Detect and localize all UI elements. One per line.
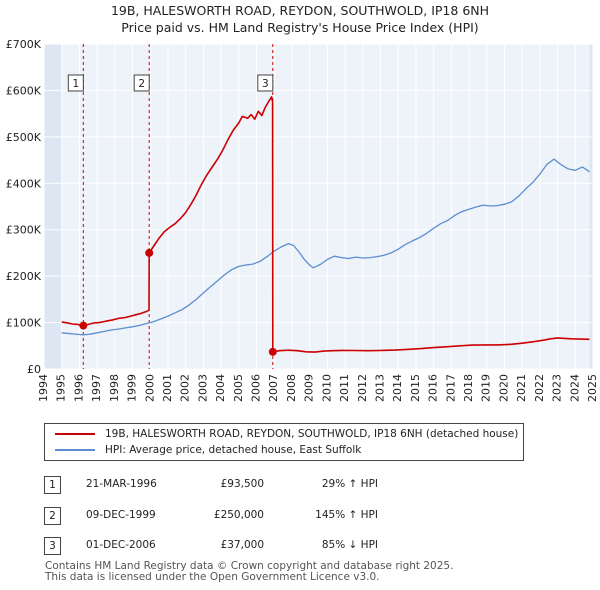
x-tick-label: 1998 [108, 374, 121, 402]
legend-label-hpi: HPI: Average price, detached house, East… [105, 444, 362, 456]
projection-band [589, 44, 593, 369]
price-chart: £0 £100K £200K £300K £400K £500K £600K £700K 19… [6, 38, 599, 402]
y-axis-labels: £0 £100K £200K £300K £400K £500K £600K £700K [6, 38, 42, 376]
x-tick-label: 1999 [126, 374, 139, 402]
transaction-point [79, 321, 88, 330]
footer-line: Contains HM Land Registry data © Crown c… [45, 560, 454, 572]
transaction-label-number: 2 [138, 78, 145, 90]
x-tick-label: 2006 [250, 374, 263, 402]
transaction-date: 09-DEC-1999 [86, 509, 156, 521]
plot-area [44, 44, 593, 369]
pre-data-band [44, 44, 62, 369]
transaction-hpi-change: 85% ↓ HPI [321, 539, 378, 551]
x-tick-label: 2011 [338, 374, 351, 402]
transaction-date: 01-DEC-2006 [86, 539, 156, 551]
footer-attribution: Contains HM Land Registry data © Crown c… [45, 561, 453, 583]
transaction-price: £37,000 [220, 539, 264, 551]
x-tick-label: 2001 [161, 374, 174, 402]
transaction-points [79, 248, 277, 356]
x-tick-label: 1994 [37, 374, 50, 402]
x-tick-label: 2008 [285, 374, 298, 402]
x-tick-label: 2012 [356, 374, 369, 402]
transaction-number: 3 [44, 537, 61, 555]
chart-title: 19B, HALESWORTH ROAD, REYDON, SOUTHWOLD,… [110, 3, 490, 18]
x-axis-labels: 1994 1995 1996 1997 1998 1999 2000 2001 2002 2003… [37, 374, 599, 402]
x-tick-label: 1997 [90, 374, 103, 402]
x-tick-label: 2013 [373, 374, 386, 402]
y-tick-label: £500K [6, 131, 42, 144]
transaction-number: 2 [44, 507, 61, 525]
transaction-label-box [67, 74, 84, 92]
x-tick-label: 2016 [427, 374, 440, 402]
legend-entry-property: 19B, HALESWORTH ROAD, REYDON, SOUTHWOLD,… [55, 426, 518, 442]
x-tick-label: 2025 [586, 374, 599, 402]
y-tick-label: £200K [6, 270, 42, 283]
x-tick-label: 1995 [55, 374, 68, 402]
x-tick-label: 2021 [515, 374, 528, 402]
transaction-label-box [257, 74, 274, 92]
x-tick-label: 2000 [143, 374, 156, 402]
x-tick-label: 2004 [214, 374, 227, 402]
footer-line: This data is licensed under the Open Gov… [45, 571, 380, 583]
transaction-label-number: 1 [72, 78, 79, 90]
chart-subtitle: Price paid vs. HM Land Registry's House … [121, 20, 479, 35]
x-tick-label: 2017 [444, 374, 457, 402]
transaction-point [145, 248, 154, 257]
x-tick-label: 2010 [320, 374, 333, 402]
x-tick-label: 2020 [497, 374, 510, 402]
x-tick-label: 2023 [551, 374, 564, 402]
y-tick-label: £0 [27, 363, 41, 376]
series-lines [61, 96, 590, 353]
x-tick-label: 1996 [72, 374, 85, 402]
legend-swatch-property [55, 433, 95, 435]
transaction-label-number: 3 [262, 78, 269, 90]
x-tick-label: 2005 [232, 374, 245, 402]
x-tick-label: 2022 [533, 374, 546, 402]
transaction-marker-labels: 1 2 3 [67, 74, 274, 92]
x-tick-label: 2009 [303, 374, 316, 402]
x-tick-label: 2002 [179, 374, 192, 402]
x-tick-label: 2024 [568, 374, 581, 402]
y-tick-label: £400K [6, 177, 42, 190]
property-price-line [61, 96, 590, 353]
x-tick-label: 2007 [267, 374, 280, 402]
y-tick-label: £700K [6, 38, 42, 51]
transaction-hpi-change: 29% ↑ HPI [321, 478, 378, 490]
transaction-price: £250,000 [213, 509, 264, 521]
transaction-number: 1 [44, 476, 61, 494]
transaction-point [268, 347, 277, 356]
legend: 19B, HALESWORTH ROAD, REYDON, SOUTHWOLD,… [44, 423, 524, 461]
y-tick-label: £100K [6, 317, 42, 330]
y-tick-label: £300K [6, 224, 42, 237]
transaction-hpi-change: 145% ↑ HPI [315, 509, 378, 521]
transaction-price: £93,500 [220, 478, 264, 490]
x-tick-label: 2015 [409, 374, 422, 402]
transaction-label-box [133, 74, 150, 92]
x-tick-label: 2014 [391, 374, 404, 402]
transaction-date: 21-MAR-1996 [86, 478, 157, 490]
chart-title-block: 19B, HALESWORTH ROAD, REYDON, SOUTHWOLD,… [0, 2, 600, 36]
plot-background [44, 44, 593, 369]
x-tick-label: 2018 [462, 374, 475, 402]
legend-label-property: 19B, HALESWORTH ROAD, REYDON, SOUTHWOLD,… [105, 428, 519, 440]
x-tick-label: 2019 [480, 374, 493, 402]
y-tick-label: £600K [6, 84, 42, 97]
legend-entry-hpi: HPI: Average price, detached house, East… [55, 442, 361, 458]
x-tick-label: 2003 [196, 374, 209, 402]
legend-swatch-hpi [55, 449, 95, 451]
hpi-line [61, 158, 590, 336]
